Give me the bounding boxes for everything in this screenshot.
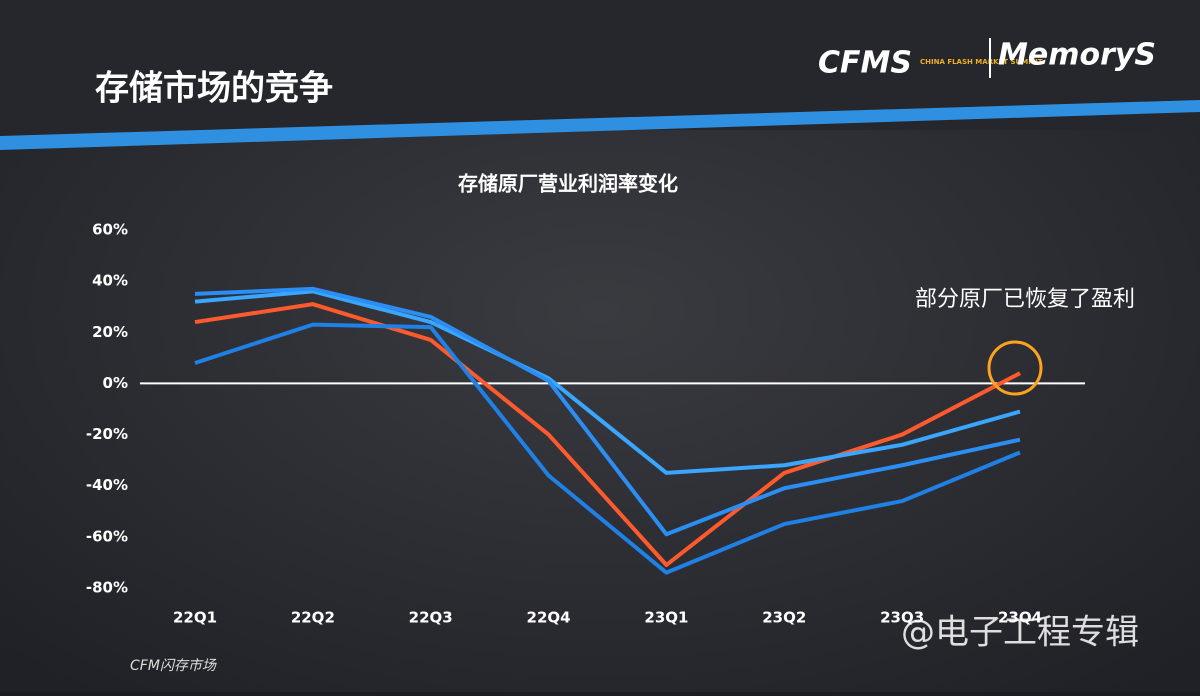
x-tick-label: 23Q4 — [998, 609, 1042, 627]
x-tick-label: 22Q3 — [409, 609, 453, 627]
y-tick-label: 40% — [92, 272, 128, 290]
series-line — [194, 286, 1021, 537]
y-tick-label: -40% — [86, 476, 128, 494]
highlight-circle — [987, 340, 1043, 396]
header-stripe — [0, 100, 1200, 150]
y-tick-label: 60% — [92, 221, 128, 239]
logo-sub: CHINA FLASH MARKET SUMMIT — [920, 58, 1043, 66]
plot: 60% 40% 20% 0% -20% -40% -60% -80% 22Q1 22Q2 22Q3 2… — [86, 221, 1085, 627]
x-tick-label: 22Q4 — [527, 609, 571, 627]
series-line — [194, 302, 1021, 567]
series-line — [194, 322, 1021, 575]
logo-left: CFMS — [818, 46, 912, 81]
x-tick-label: 22Q1 — [173, 609, 217, 627]
x-tick-label: 23Q3 — [880, 609, 924, 627]
series-line — [194, 289, 1021, 475]
watermark: @电子工程专辑 — [901, 613, 1139, 653]
x-tick-label: 22Q2 — [291, 609, 335, 627]
footer: CFM闪存市场 — [130, 658, 217, 674]
y-tick-label: 0% — [103, 374, 128, 392]
annotation: 部分原厂已恢复了盈利 — [915, 287, 1135, 312]
logo-right: MemoryS — [998, 38, 1156, 73]
y-tick-label: -80% — [86, 579, 128, 597]
y-tick-label: 20% — [92, 323, 128, 341]
x-tick-label: 23Q2 — [762, 609, 806, 627]
y-tick-label: -20% — [86, 425, 128, 443]
slide-title: 存储市场的竞争 — [95, 69, 333, 109]
y-tick-label: -60% — [86, 527, 128, 545]
x-tick-label: 23Q1 — [644, 609, 688, 627]
chart-title: 存储原厂营业利润率变化 — [458, 172, 678, 196]
